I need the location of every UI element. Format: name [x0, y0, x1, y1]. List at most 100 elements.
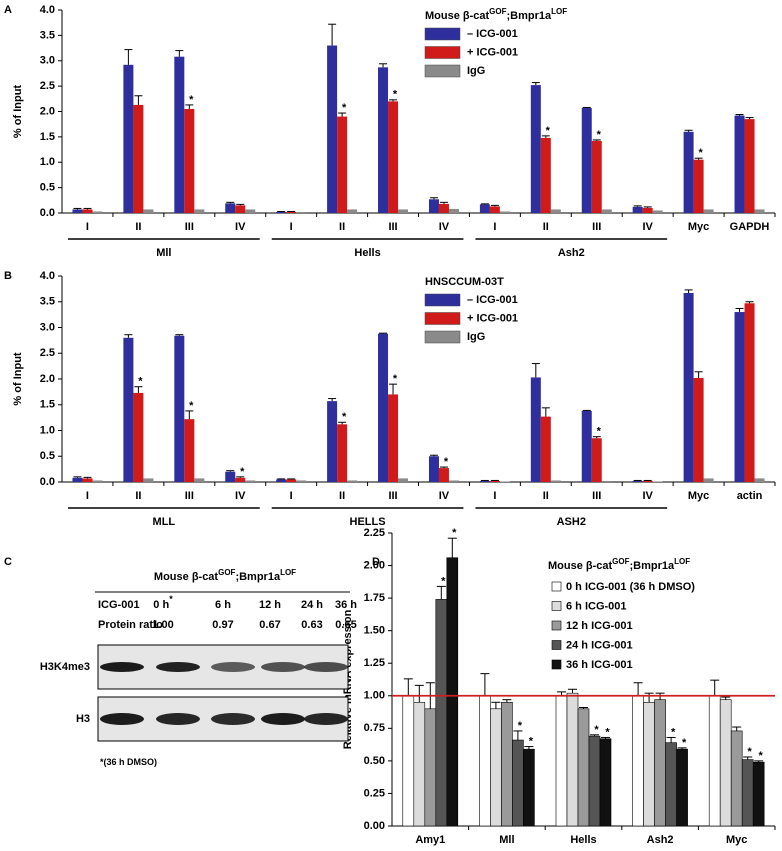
bar [555, 695, 568, 827]
group-label: HELLS [350, 516, 386, 528]
y-tick-label: 0.50 [364, 755, 385, 767]
blot-band [156, 713, 200, 725]
significance-star: * [441, 575, 446, 587]
x-tick-label: actin [737, 490, 763, 502]
bar [703, 478, 714, 482]
blot-band [156, 662, 200, 672]
significance-star: * [189, 94, 194, 106]
bar [174, 335, 185, 482]
bar [708, 695, 721, 827]
legend-label: IgG [467, 331, 485, 343]
significance-star: * [342, 411, 347, 423]
blot-band [261, 713, 305, 725]
bar [581, 107, 592, 213]
bar [194, 209, 205, 213]
footnote: *(36 h DMSO) [100, 757, 157, 767]
legend-swatch [551, 659, 562, 670]
y-tick-label: 3.0 [40, 55, 55, 67]
significance-star: * [594, 724, 599, 736]
bar [676, 748, 688, 827]
bar [530, 85, 541, 213]
bar [734, 312, 745, 482]
row-cell: 0 h* [153, 594, 173, 611]
bar [428, 199, 439, 213]
significance-star: * [748, 746, 753, 758]
bar [581, 410, 592, 482]
bar [642, 207, 653, 213]
y-tick-label: 1.25 [364, 657, 385, 669]
x-tick-label: II [135, 221, 141, 233]
bar [446, 557, 459, 827]
superscript: (36 h DMSO) [104, 757, 158, 767]
bar [540, 416, 551, 482]
y-tick-label: 0.0 [40, 476, 55, 488]
bar [632, 695, 644, 827]
bar [642, 480, 653, 482]
y-tick-label: 0.75 [364, 722, 385, 734]
bar [435, 599, 448, 827]
panel-label: D [372, 556, 380, 568]
bar [744, 119, 755, 213]
bar [499, 211, 510, 213]
x-tick-label: Myc [688, 221, 709, 233]
significance-star: * [546, 125, 551, 137]
bar [741, 759, 754, 827]
superscript: * [169, 594, 173, 604]
y-tick-label: 1.50 [364, 625, 385, 637]
legend-title: Mouse β-catGOF;Bmpr1aLOF [425, 7, 567, 22]
bar [388, 101, 399, 213]
bar [184, 108, 195, 213]
bar [652, 210, 663, 213]
x-tick-label: IV [642, 221, 653, 233]
row-label: Protein ratio [98, 619, 163, 631]
bar [448, 208, 459, 213]
text-part: ;Bmpr1a [507, 10, 553, 22]
superscript: LOF [674, 557, 690, 566]
bar [489, 480, 500, 482]
x-tick-label: II [135, 490, 141, 502]
bar [72, 209, 83, 213]
x-tick-label: IV [642, 490, 653, 502]
blot-title: Mouse β-catGOF;Bmpr1aLOF [154, 568, 296, 583]
text-part: ;Bmpr1a [630, 560, 676, 572]
significance-star: * [452, 527, 457, 539]
x-tick-label: II [339, 490, 345, 502]
x-tick-label: II [543, 490, 549, 502]
legend-swatch [424, 293, 461, 307]
bar [754, 209, 765, 213]
bar [734, 115, 745, 213]
bar [601, 209, 612, 213]
y-tick-label: 0.25 [364, 787, 385, 799]
significance-star: * [240, 466, 245, 478]
bar [123, 337, 134, 482]
bar [296, 211, 307, 213]
bar [479, 695, 491, 827]
blot-band [304, 662, 348, 672]
y-tick-label: 1.00 [364, 690, 385, 702]
legend-swatch [424, 64, 461, 78]
y-tick-label: 1.75 [364, 592, 385, 604]
y-tick-label: 1.5 [40, 399, 55, 411]
bar [143, 478, 154, 482]
row-cell: 12 h [259, 599, 281, 611]
bar [92, 211, 103, 213]
y-tick-label: 4.0 [40, 270, 55, 282]
bar [398, 478, 409, 482]
text-part: Mouse β-cat [425, 10, 490, 22]
bar [82, 478, 93, 482]
bar [654, 699, 666, 827]
bar [643, 701, 655, 827]
bar [599, 738, 612, 827]
bar [588, 735, 601, 827]
x-tick-label: I [493, 490, 496, 502]
x-tick-label: III [592, 490, 601, 502]
bar [225, 203, 236, 213]
y-tick-label: 1.0 [40, 156, 55, 168]
legend-label: – ICG-001 [467, 294, 518, 306]
bar [143, 209, 154, 213]
legend-swatch [551, 620, 562, 631]
bar [184, 419, 195, 482]
significance-star: * [698, 147, 703, 159]
bar [82, 209, 93, 213]
x-tick-label: Mll [499, 834, 514, 846]
